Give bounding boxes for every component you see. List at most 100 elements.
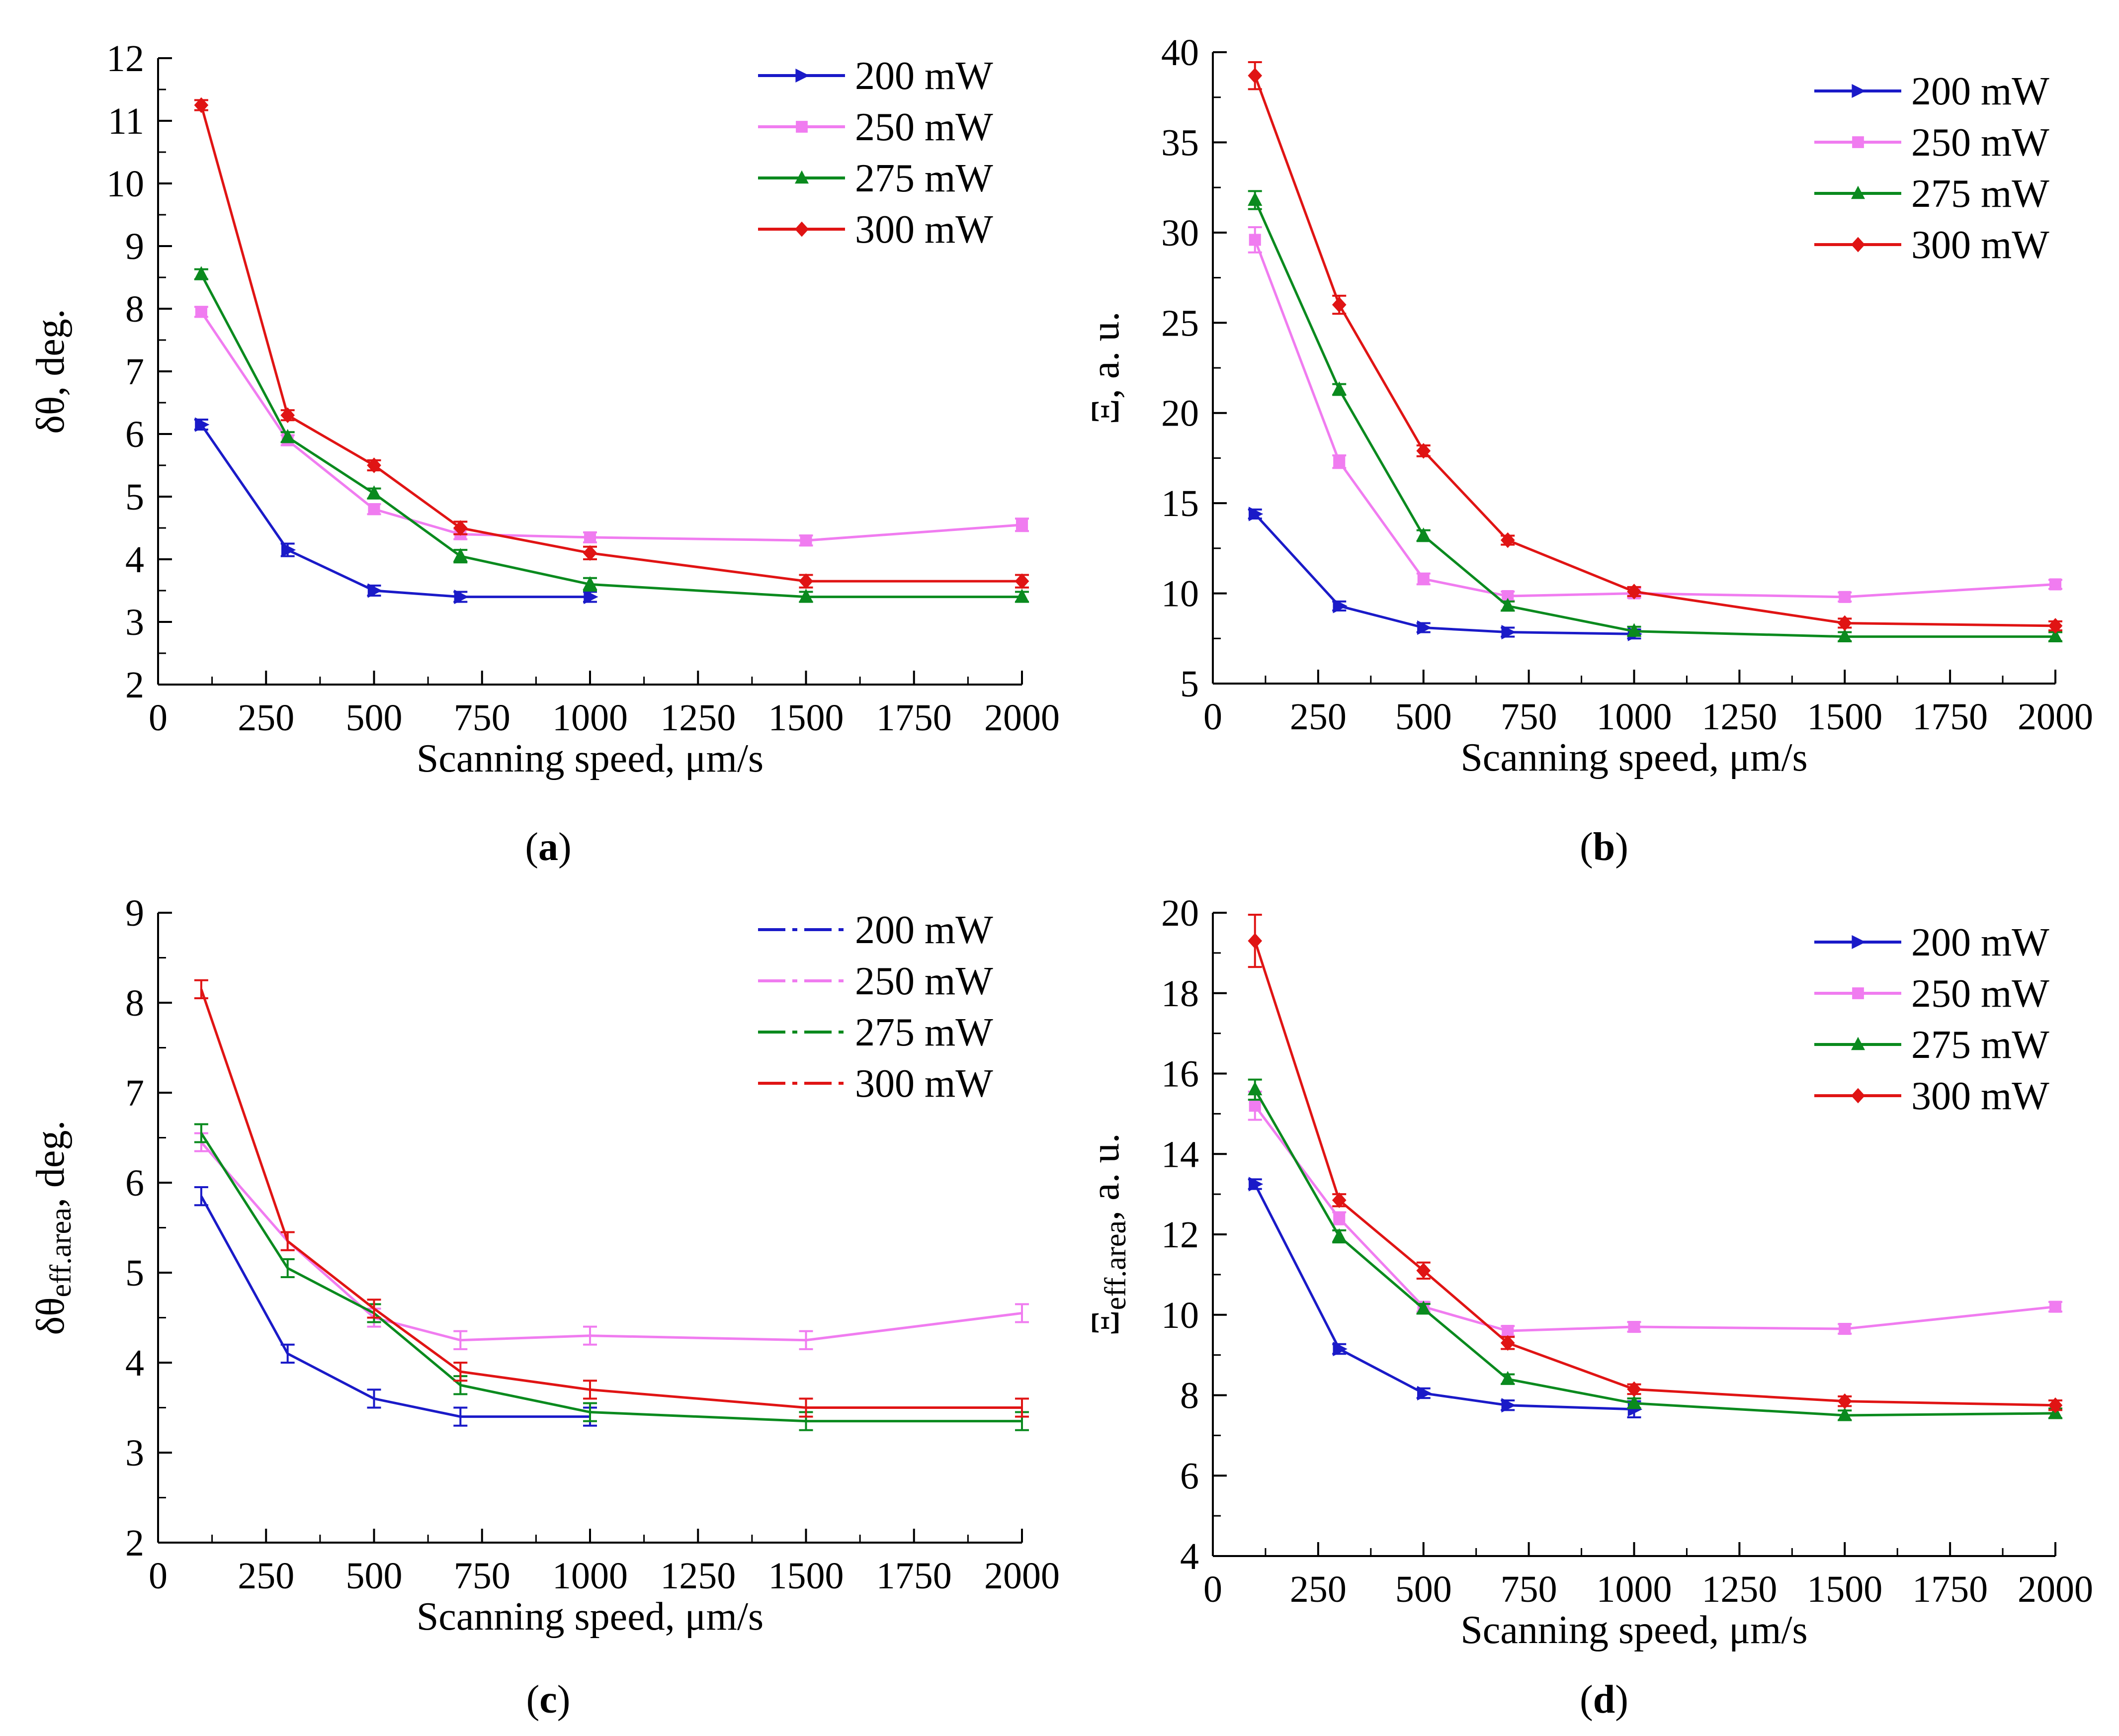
series-200-mw: [194, 1186, 597, 1427]
data-point: [1333, 599, 1348, 613]
y-tick-label: 5: [125, 476, 144, 518]
y-axis-title-subscript: eff.area: [44, 1208, 77, 1297]
data-point: [1839, 591, 1851, 603]
legend-marker: [1851, 185, 1865, 199]
data-point: [800, 534, 812, 547]
panel-label-paren-close: ): [557, 1678, 571, 1722]
panel-label-letter: c: [539, 1678, 557, 1722]
data-point: [2048, 1397, 2063, 1413]
x-tick-label: 1000: [1597, 1568, 1672, 1610]
data-point: [195, 306, 207, 318]
data-point: [367, 457, 381, 473]
y-tick-label: 4: [1180, 1536, 1199, 1577]
panel-label-paren-close: ): [558, 825, 572, 869]
data-point: [583, 545, 597, 561]
y-tick-label: 2: [125, 664, 144, 706]
x-tick-label: 2000: [984, 1555, 1060, 1597]
series-300-mw: [1248, 61, 2063, 634]
x-tick-label: 1250: [660, 1555, 736, 1597]
y-tick-label: 8: [125, 288, 144, 330]
data-point: [2048, 618, 2063, 634]
legend-label: 250 mW: [855, 105, 993, 149]
x-axis-title: Scanning speed, μm/s: [417, 737, 763, 781]
data-point: [1417, 573, 1430, 585]
panel-label-letter: b: [1593, 825, 1615, 869]
legend-marker: [1851, 1088, 1865, 1104]
data-point: [1249, 507, 1264, 521]
y-tick-label: 10: [1161, 1295, 1199, 1336]
data-point: [1333, 1341, 1348, 1357]
y-axis-title-tail: , a. u.: [1084, 1133, 1127, 1220]
data-point: [194, 266, 209, 280]
y-axis-title-subscript: eff.area: [1099, 1220, 1132, 1310]
data-point: [1332, 1192, 1347, 1209]
data-point: [194, 97, 209, 113]
panel-label-paren-open: (: [526, 1678, 540, 1722]
y-tick-label: 12: [1161, 1214, 1199, 1256]
panel-label-paren-close: ): [1615, 1678, 1628, 1722]
legend-label: 300 mW: [1911, 223, 2049, 267]
x-tick-label: 250: [1290, 1568, 1347, 1610]
legend: 200 mW 250 mW 275 mW 300 mW: [758, 908, 993, 1106]
series-200-mw: [1248, 1177, 1643, 1418]
legend-marker: [795, 69, 810, 83]
x-tick-label: 1750: [1912, 1568, 1988, 1610]
data-point: [1627, 1381, 1641, 1397]
data-point: [1626, 623, 1642, 637]
panel-label: (d): [1580, 1678, 1628, 1722]
x-tick-label: 1500: [1807, 696, 1882, 738]
data-point: [2048, 628, 2063, 643]
y-tick-label: 9: [125, 226, 144, 267]
data-point: [1417, 1386, 1432, 1401]
data-point: [1500, 532, 1515, 548]
y-tick-label: 30: [1161, 212, 1199, 254]
x-tick-label: 500: [1395, 696, 1452, 738]
legend-label: 250 mW: [1911, 121, 2049, 165]
data-point: [281, 542, 296, 557]
y-tick-label: 14: [1161, 1133, 1199, 1175]
data-point: [366, 485, 382, 500]
chart-panel-d: 0 250 500 750 1000 1250 1500 1750 2000 4 6 8 10 12 14 1…: [1084, 892, 2093, 1722]
y-tick-label: 8: [125, 982, 144, 1024]
series-275-mw: [194, 266, 1029, 603]
y-axis-title-main: Ξ: [1084, 1310, 1127, 1335]
panel-label: (a): [525, 825, 571, 869]
y-axis-title-main: δθ, deg.: [29, 309, 73, 434]
data-point: [1837, 1393, 1852, 1409]
legend-label: 250 mW: [855, 959, 993, 1003]
x-tick-label: 1750: [876, 1555, 952, 1597]
data-point: [1626, 1395, 1642, 1409]
y-tick-label: 6: [125, 414, 144, 455]
x-tick-label: 1500: [1807, 1568, 1882, 1610]
legend: 200 mW 250 mW 275 mW 300 mW: [1814, 70, 2049, 267]
x-tick-label: 1250: [660, 697, 736, 739]
y-axis-title: δθ, deg.: [29, 309, 73, 434]
legend: 200 mW 250 mW 275 mW 300 mW: [758, 54, 993, 252]
panel-label-letter: d: [1593, 1678, 1615, 1722]
legend-marker: [796, 121, 808, 133]
data-point: [1627, 584, 1641, 600]
data-point: [1416, 1301, 1431, 1315]
y-tick-label: 7: [125, 351, 144, 393]
panel-label-paren-open: (: [1580, 1678, 1593, 1722]
data-point: [2049, 578, 2062, 591]
data-point: [1500, 1335, 1515, 1351]
data-point: [453, 520, 468, 536]
x-tick-label: 500: [346, 1555, 403, 1597]
legend-label: 200 mW: [1911, 70, 2049, 113]
y-tick-label: 20: [1161, 393, 1199, 434]
data-point: [799, 573, 813, 589]
series-275-mw: [1248, 1078, 2063, 1421]
data-point: [195, 417, 210, 432]
x-tick-label: 0: [1203, 1568, 1222, 1610]
x-tick-label: 0: [149, 697, 168, 739]
data-point: [1333, 1212, 1346, 1224]
y-axis-title: Ξ, a. u.: [1084, 312, 1127, 425]
data-point: [280, 407, 295, 423]
data-point: [1416, 1263, 1431, 1279]
x-tick-label: 1750: [1912, 696, 1988, 738]
y-tick-label: 8: [1180, 1375, 1199, 1417]
data-point: [1248, 68, 1263, 84]
legend-label: 300 mW: [855, 208, 993, 252]
